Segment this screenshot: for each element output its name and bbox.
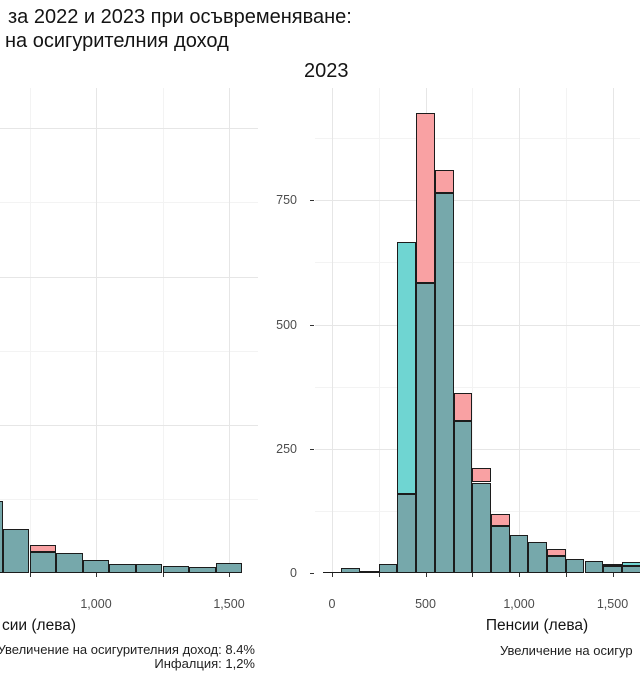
histogram-bar-overlap bbox=[378, 564, 398, 573]
histogram-bar-overlap bbox=[29, 552, 57, 573]
histogram-bar-overlap bbox=[565, 558, 585, 573]
gridline-major-v bbox=[612, 88, 614, 573]
histogram-bar-pink bbox=[434, 170, 454, 193]
histogram-bar-overlap bbox=[109, 563, 136, 573]
gridline-major-h bbox=[315, 200, 640, 202]
gridline-minor-h bbox=[0, 498, 258, 500]
histogram-bar-overlap bbox=[189, 567, 216, 573]
chart-title-line2: на осигурителния доход bbox=[5, 30, 229, 52]
gridline-major-h bbox=[0, 128, 258, 130]
gridline-minor-h bbox=[315, 262, 640, 264]
x-tick-mark bbox=[229, 573, 230, 577]
y-tick-mark bbox=[310, 448, 314, 450]
x-tick-label: 0 bbox=[328, 597, 336, 611]
histogram-bar-pink bbox=[490, 514, 510, 526]
x-tick-mark bbox=[29, 573, 31, 577]
histogram-bar-pink bbox=[472, 467, 491, 483]
gridline-major-h bbox=[0, 424, 258, 426]
gridline-minor-h bbox=[315, 386, 640, 388]
gridline-minor-v bbox=[565, 88, 567, 573]
histogram-bar-overlap bbox=[453, 421, 473, 573]
histogram-bar-overlap bbox=[341, 567, 361, 573]
histogram-bar-overlap bbox=[472, 482, 491, 573]
caption-left-line2: Инфалция: 1,2% bbox=[154, 655, 255, 671]
x-tick-mark bbox=[425, 573, 427, 577]
histogram-bar-overlap bbox=[509, 534, 529, 573]
histogram-bar-overlap bbox=[322, 571, 342, 573]
x-tick-mark bbox=[378, 573, 380, 577]
gridline-minor-v bbox=[29, 88, 31, 573]
histogram-bar-pink bbox=[547, 549, 566, 557]
histogram-bar-overlap bbox=[56, 553, 83, 573]
gridline-minor-h bbox=[315, 138, 640, 140]
histogram-bar-overlap bbox=[0, 501, 3, 573]
x-tick-mark bbox=[519, 573, 520, 577]
gridline-major-h bbox=[315, 448, 640, 450]
histogram-bar-overlap bbox=[434, 192, 454, 573]
x-tick-label: 1,000 bbox=[503, 597, 535, 611]
x-tick-mark bbox=[612, 573, 614, 577]
gridline-minor-v bbox=[378, 88, 380, 573]
gridline-major-v bbox=[519, 88, 520, 573]
x-tick-label: 1,500 bbox=[596, 597, 629, 611]
y-tick-mark bbox=[310, 573, 314, 574]
y-tick-mark bbox=[310, 324, 314, 326]
histogram-bar-overlap bbox=[162, 565, 190, 573]
x-axis-title-right: Пенсии (лева) bbox=[485, 617, 589, 634]
x-tick-mark bbox=[472, 573, 474, 577]
histogram-bar-overlap bbox=[82, 560, 110, 573]
histogram-bar-overlap bbox=[490, 525, 510, 573]
y-tick-label: 750 bbox=[276, 193, 297, 208]
gridline-minor-v bbox=[472, 88, 474, 573]
histogram-bar-pink bbox=[29, 545, 57, 553]
chart-title-line1: за 2022 и 2023 при осъвременяване: bbox=[8, 6, 352, 28]
gridline-major-v bbox=[332, 88, 333, 573]
histogram-bar-overlap bbox=[603, 565, 622, 573]
histogram-bar-overlap bbox=[547, 556, 566, 573]
caption-left-line1: Увеличение на осигурителния доход: 8.4% bbox=[0, 642, 255, 657]
histogram-bar-overlap bbox=[528, 542, 548, 573]
x-tick-label: 500 bbox=[415, 597, 436, 611]
x-tick-mark bbox=[332, 573, 333, 577]
y-tick-label: 0 bbox=[290, 566, 297, 580]
facet-label-2023: 2023 bbox=[304, 60, 349, 82]
y-tick-label: 250 bbox=[276, 441, 297, 456]
histogram-bar-overlap bbox=[416, 282, 435, 573]
panel-2023-histogram bbox=[315, 88, 640, 573]
x-tick-mark bbox=[565, 573, 567, 577]
histogram-bar-overlap bbox=[2, 529, 30, 573]
panel-left-histogram bbox=[0, 88, 258, 573]
histogram-bar-pink bbox=[416, 113, 435, 283]
gridline-major-v bbox=[96, 88, 97, 573]
histogram-bar-overlap bbox=[584, 560, 604, 573]
x-tick-mark bbox=[96, 573, 97, 577]
x-axis-title-left: сии (лева) bbox=[2, 617, 77, 634]
histogram-bar-overlap bbox=[135, 564, 163, 573]
histogram-bar-overlap bbox=[360, 571, 379, 573]
x-tick-label: 1,500 bbox=[213, 597, 245, 611]
gridline-minor-h bbox=[0, 202, 258, 204]
histogram-bar-cyan bbox=[621, 561, 640, 567]
gridline-major-h bbox=[315, 324, 640, 326]
histogram-bar-pink bbox=[603, 563, 622, 566]
x-tick-label: 1,000 bbox=[80, 597, 112, 611]
gridline-minor-h bbox=[0, 350, 258, 352]
histogram-bar-overlap bbox=[621, 566, 640, 573]
histogram-bar-pink bbox=[453, 392, 473, 422]
y-tick-mark bbox=[310, 200, 314, 202]
histogram-bar-overlap bbox=[215, 562, 243, 573]
gridline-major-h bbox=[0, 276, 258, 278]
gridline-major-v bbox=[229, 88, 230, 573]
histogram-bar-overlap bbox=[397, 493, 417, 573]
gridline-minor-v bbox=[162, 88, 164, 573]
x-tick-mark bbox=[162, 573, 164, 577]
caption-left: Увеличение на осигурителния доход: 8.4% … bbox=[0, 643, 255, 670]
y-tick-label: 500 bbox=[276, 317, 297, 332]
caption-right: Увеличение на осигур bbox=[500, 643, 633, 658]
histogram-bar-cyan bbox=[397, 241, 417, 494]
